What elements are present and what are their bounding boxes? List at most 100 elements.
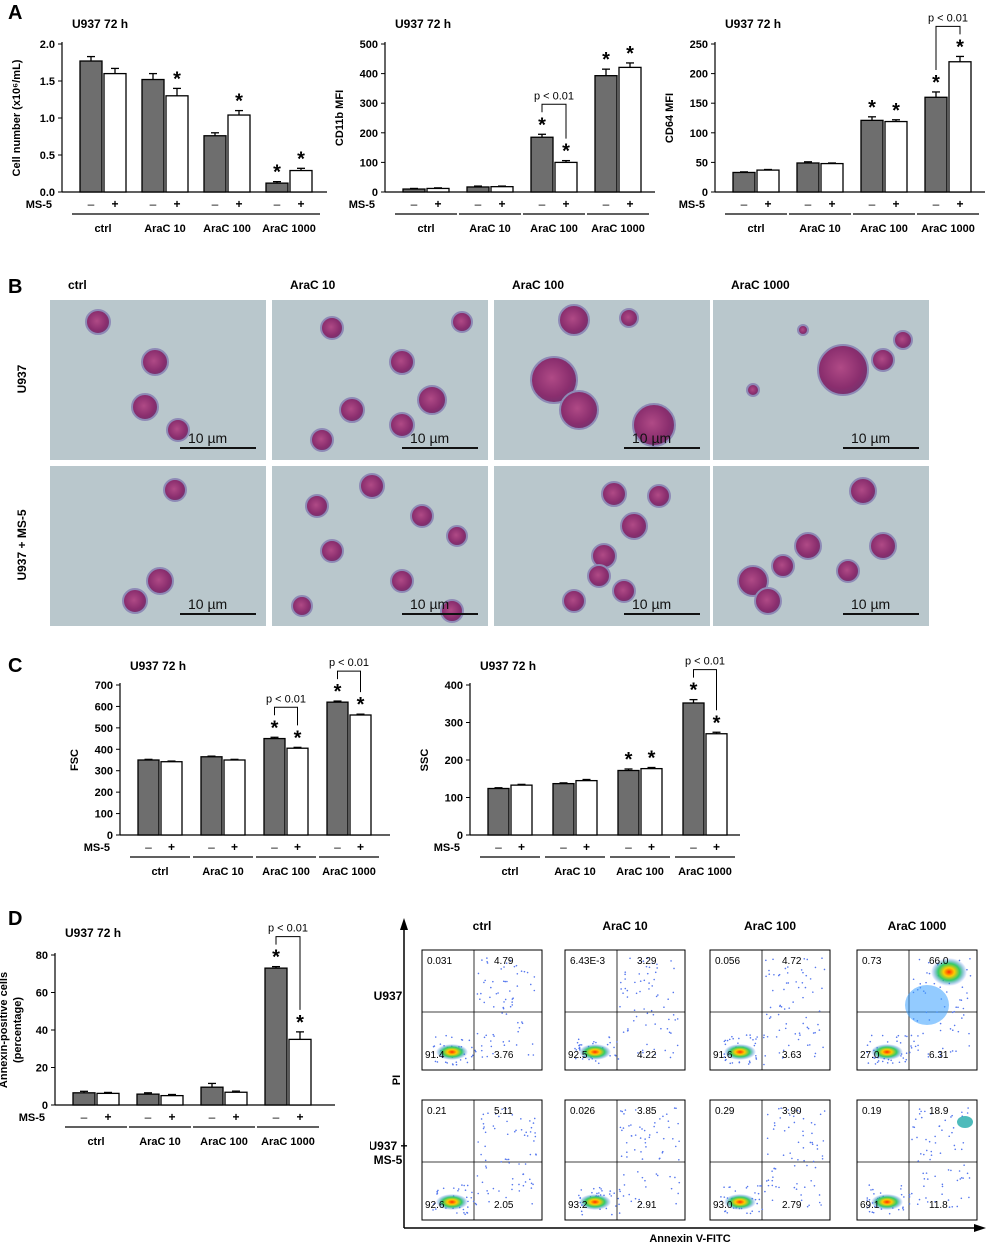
significance-star: * xyxy=(235,91,243,113)
ms5-minus: – xyxy=(475,197,482,211)
cell-blob xyxy=(619,308,639,328)
bar xyxy=(948,61,972,193)
scale-bar xyxy=(180,447,256,449)
group-label: AraC 10 xyxy=(202,866,244,878)
y-axis-label: FSC xyxy=(69,749,81,771)
cell-blob xyxy=(871,348,895,372)
bar xyxy=(426,187,450,193)
quadrant-lr: 3.76 xyxy=(494,1050,514,1061)
p-value-label: p < 0.01 xyxy=(266,693,306,705)
y-tick-label: 150 xyxy=(690,98,708,110)
flow-cytometry-grid: PI Annexin V-FITC ctrl AraC 10 AraC 100 AraC … xyxy=(370,918,986,1245)
y-tick-label: 0.0 xyxy=(40,187,55,199)
flow-row-label: U937 xyxy=(374,989,403,1003)
significance-star: * xyxy=(648,748,656,770)
bar xyxy=(286,747,309,836)
quadrant-lr: 4.22 xyxy=(637,1050,657,1061)
ms5-label: MS-5 xyxy=(84,842,110,854)
flow-plot: 0.026 3.85 93.2 2.91 xyxy=(564,1099,686,1221)
bar xyxy=(289,169,313,193)
y-tick-label: 0 xyxy=(457,830,463,842)
scale-bar xyxy=(843,447,919,449)
group-label: AraC 10 xyxy=(554,866,596,878)
bar xyxy=(575,779,598,836)
quadrant-ll: 91.6 xyxy=(713,1050,733,1061)
quadrant-ul: 0.026 xyxy=(570,1106,595,1117)
bar xyxy=(756,169,780,193)
quadrant-ur: 3.85 xyxy=(637,1106,657,1117)
cell-blob xyxy=(166,418,190,442)
annexin-arrow xyxy=(974,1224,986,1232)
cell-blob xyxy=(305,494,329,518)
ms5-minus: – xyxy=(495,840,502,854)
cell-blob xyxy=(141,348,169,376)
quadrant-ur: 3.29 xyxy=(637,956,657,967)
ms5-minus: – xyxy=(212,197,219,211)
y-tick-label: 600 xyxy=(95,701,113,713)
cell-blob xyxy=(291,595,313,617)
cell-blob xyxy=(163,478,187,502)
quadrant-ur: 4.79 xyxy=(494,956,514,967)
bar xyxy=(160,1094,184,1106)
ms5-plus: + xyxy=(626,197,633,211)
group-label: AraC 10 xyxy=(144,223,186,235)
micro-row-label: U937 + MS-5 xyxy=(15,509,29,581)
scale-bar xyxy=(402,613,478,615)
ms5-minus: – xyxy=(933,197,940,211)
scale-bar-label: 10 µm xyxy=(632,430,672,446)
y-tick-label: 60 xyxy=(36,988,48,1000)
bar xyxy=(860,119,884,193)
y-axis-label: Cell number (x10⁶/mL) xyxy=(11,59,23,176)
y-tick-label: 200 xyxy=(95,787,113,799)
bar xyxy=(224,1091,248,1106)
micrograph-image: 10 µm xyxy=(494,300,710,460)
flow-plot: 0.73 66.0 27.0 6.31 xyxy=(856,949,978,1071)
y-tick-label: 100 xyxy=(360,157,378,169)
flow-plot: 0.19 18.9 69.1 11.8 xyxy=(856,1099,978,1221)
chart-title: U937 72 h xyxy=(725,17,781,31)
significance-star: * xyxy=(713,712,721,734)
panel-label-d: D xyxy=(8,908,23,930)
quadrant-ur: 18.9 xyxy=(929,1106,949,1117)
quadrant-ll: 27.0 xyxy=(860,1050,880,1061)
ms5-plus: + xyxy=(232,1110,239,1124)
micrograph-image: 10 µm xyxy=(272,300,488,460)
y-tick-label: 100 xyxy=(95,809,113,821)
significance-star: * xyxy=(690,680,698,702)
bar xyxy=(200,1086,224,1106)
bar xyxy=(487,787,510,836)
significance-star: * xyxy=(173,68,181,90)
bar xyxy=(79,60,103,193)
bar xyxy=(137,759,160,836)
group-label: AraC 100 xyxy=(616,866,664,878)
ms5-plus: + xyxy=(111,197,118,211)
bar xyxy=(165,95,189,193)
group-label: AraC 10 xyxy=(799,223,841,235)
y-tick-label: 1.5 xyxy=(40,76,55,88)
ms5-plus: + xyxy=(562,197,569,211)
cell-blob xyxy=(737,565,769,597)
cell-blob xyxy=(601,481,627,507)
cell-blob xyxy=(647,484,671,508)
bar xyxy=(732,171,756,193)
scale-bar xyxy=(402,447,478,449)
bar xyxy=(326,701,349,836)
group-label: ctrl xyxy=(501,866,518,878)
ms5-minus: – xyxy=(81,1110,88,1124)
significance-star: * xyxy=(297,148,305,170)
ms5-minus: – xyxy=(539,197,546,211)
cell-blob xyxy=(122,588,148,614)
ms5-plus: + xyxy=(713,840,720,854)
ms5-plus: + xyxy=(297,197,304,211)
cell-blob xyxy=(440,599,464,623)
micrograph-image: 10 µm xyxy=(272,466,488,626)
cell-blob xyxy=(849,477,877,505)
chart-title: U937 72 h xyxy=(130,659,186,673)
bar xyxy=(924,96,948,193)
ms5-minus: – xyxy=(88,197,95,211)
group-label: ctrl xyxy=(151,866,168,878)
y-tick-label: 0 xyxy=(107,830,113,842)
ms5-plus: + xyxy=(498,197,505,211)
